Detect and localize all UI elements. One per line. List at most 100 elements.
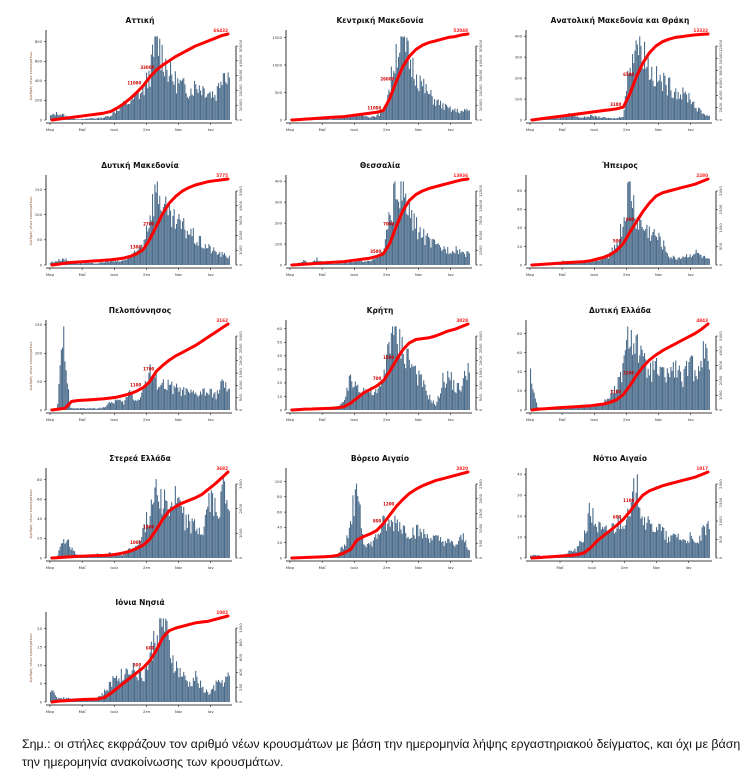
y-tick-label: 100 xyxy=(35,351,43,356)
daily-cases-bar xyxy=(126,104,128,120)
daily-cases-bar xyxy=(114,260,116,265)
daily-cases-bar xyxy=(140,397,142,410)
daily-cases-bar xyxy=(669,541,671,558)
daily-cases-bar xyxy=(400,181,402,265)
daily-cases-bar xyxy=(69,546,71,558)
daily-cases-bar xyxy=(226,84,228,120)
y2-tick-label: 0 xyxy=(238,556,243,559)
y-tick-label: 100 xyxy=(515,96,523,101)
daily-cases-bar xyxy=(394,515,396,558)
daily-cases-bar xyxy=(675,259,677,265)
daily-cases-bar xyxy=(126,669,128,702)
x-tick-label: Ιουλ xyxy=(350,272,359,277)
daily-cases-bar xyxy=(632,208,634,265)
daily-cases-bar xyxy=(372,257,374,265)
daily-cases-bar xyxy=(641,516,643,558)
daily-cases-bar xyxy=(215,680,217,702)
daily-cases-bar xyxy=(316,257,318,265)
daily-cases-bar xyxy=(647,237,649,265)
daily-cases-bar xyxy=(590,262,592,265)
daily-cases-bar xyxy=(174,71,176,120)
daily-cases-bar xyxy=(111,115,113,120)
daily-cases-bar xyxy=(165,58,167,120)
cumulative-mid-label: 700 xyxy=(373,376,382,381)
daily-cases-bar xyxy=(168,639,170,702)
daily-cases-bar xyxy=(406,214,408,265)
daily-cases-bar xyxy=(369,544,371,558)
daily-cases-bar xyxy=(416,374,418,410)
daily-cases-bar xyxy=(83,407,85,410)
daily-cases-bar xyxy=(68,539,70,558)
daily-cases-bar xyxy=(225,382,227,410)
daily-cases-bar xyxy=(704,526,706,558)
daily-cases-bar xyxy=(184,530,186,558)
daily-cases-bar xyxy=(618,239,620,265)
daily-cases-bar xyxy=(407,348,409,410)
y2-tick-label: 12000 xyxy=(718,39,723,52)
daily-cases-bar xyxy=(334,263,336,265)
daily-cases-bar xyxy=(96,263,98,265)
daily-cases-bar xyxy=(424,93,426,120)
daily-cases-bar xyxy=(160,618,162,702)
daily-cases-bar xyxy=(688,257,690,265)
daily-cases-bar xyxy=(456,544,458,558)
daily-cases-bar xyxy=(185,514,187,558)
daily-cases-bar xyxy=(338,118,340,120)
chart-title: Πελοπόννησος xyxy=(109,306,171,315)
daily-cases-bar xyxy=(209,246,211,265)
daily-cases-bar xyxy=(575,116,577,120)
daily-cases-bar xyxy=(148,372,150,410)
daily-cases-bar xyxy=(438,245,440,265)
y-tick-label: 20 xyxy=(517,388,522,393)
daily-cases-bar xyxy=(449,106,451,120)
daily-cases-bar xyxy=(64,361,66,410)
daily-cases-bar xyxy=(422,237,424,265)
daily-cases-bar xyxy=(672,98,674,120)
daily-cases-bar xyxy=(630,501,632,558)
y2-tick-label: 3000 xyxy=(238,479,243,489)
daily-cases-bar xyxy=(665,251,667,265)
daily-cases-bar xyxy=(207,93,209,120)
daily-cases-bar xyxy=(443,381,445,410)
daily-cases-bar xyxy=(586,117,588,120)
daily-cases-bar xyxy=(350,115,352,120)
daily-cases-bar xyxy=(598,404,600,410)
y2-tick-label: 3000 xyxy=(718,360,723,370)
daily-cases-bar xyxy=(222,477,224,558)
daily-cases-bar xyxy=(368,543,370,558)
daily-cases-bar xyxy=(352,495,354,558)
daily-cases-bar xyxy=(705,343,707,410)
daily-cases-bar xyxy=(160,70,162,120)
daily-cases-bar xyxy=(221,85,223,120)
daily-cases-bar xyxy=(104,262,106,265)
daily-cases-bar xyxy=(136,401,138,410)
daily-cases-bar xyxy=(105,406,107,410)
y2-tick-label: 2500 xyxy=(478,479,483,489)
daily-cases-bar xyxy=(630,201,632,265)
daily-cases-bar xyxy=(684,366,686,410)
daily-cases-bar xyxy=(674,534,676,558)
daily-cases-bar xyxy=(656,357,658,410)
daily-cases-bar xyxy=(132,252,134,265)
x-tick-label: Νοε xyxy=(175,709,182,714)
daily-cases-bar xyxy=(670,90,672,120)
daily-cases-bar xyxy=(578,117,580,120)
daily-cases-bar xyxy=(399,208,401,265)
daily-cases-bar xyxy=(216,254,218,265)
daily-cases-bar xyxy=(700,110,702,120)
daily-cases-bar xyxy=(142,528,144,558)
daily-cases-bar xyxy=(704,255,706,265)
daily-cases-bar xyxy=(416,525,418,558)
y2-tick-label: 4000 xyxy=(718,345,723,355)
daily-cases-bar xyxy=(131,95,133,120)
daily-cases-bar xyxy=(393,335,395,410)
daily-cases-bar xyxy=(418,91,420,120)
daily-cases-bar xyxy=(669,377,671,410)
daily-cases-bar xyxy=(86,262,88,265)
cumulative-cases-line xyxy=(50,32,230,122)
daily-cases-bar xyxy=(665,382,667,410)
cumulative-mid-label: 6500 xyxy=(623,72,634,77)
y2-tick-label: 2000 xyxy=(718,375,723,385)
daily-cases-bar xyxy=(616,242,618,265)
daily-cases-bar xyxy=(622,363,624,410)
